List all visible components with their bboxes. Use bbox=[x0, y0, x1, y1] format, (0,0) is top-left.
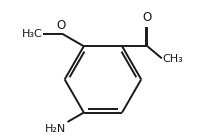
Text: O: O bbox=[56, 19, 66, 32]
Text: CH₃: CH₃ bbox=[162, 54, 183, 64]
Text: O: O bbox=[143, 11, 152, 24]
Text: H₃C: H₃C bbox=[22, 29, 42, 39]
Text: H₂N: H₂N bbox=[45, 124, 66, 134]
